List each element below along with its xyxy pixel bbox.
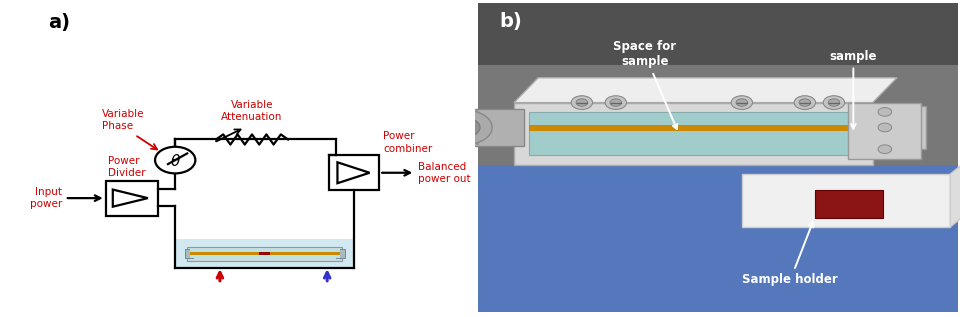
Circle shape	[794, 96, 816, 109]
Bar	[868, 106, 926, 149]
Bar	[176, 239, 354, 268]
Circle shape	[799, 99, 810, 106]
Text: Power
Divider: Power Divider	[108, 156, 146, 178]
Polygon shape	[514, 78, 897, 103]
Circle shape	[571, 96, 592, 109]
Text: Variable
Phase: Variable Phase	[103, 109, 145, 132]
Text: Sample holder: Sample holder	[742, 222, 838, 287]
Bar	[478, 3, 957, 65]
Bar	[815, 190, 882, 217]
Bar	[184, 249, 193, 258]
Bar	[476, 110, 479, 145]
Bar	[849, 103, 922, 158]
Circle shape	[439, 110, 492, 145]
Text: sample: sample	[829, 50, 877, 129]
Polygon shape	[950, 158, 960, 227]
Bar	[106, 181, 158, 216]
Bar	[514, 103, 873, 165]
Circle shape	[736, 99, 748, 106]
Text: Input
power: Input power	[30, 187, 62, 209]
Text: Balanced
power out: Balanced power out	[418, 162, 470, 184]
Bar	[529, 112, 858, 155]
Bar	[466, 109, 524, 146]
Bar	[328, 155, 379, 190]
Text: Variable
Attenuation: Variable Attenuation	[222, 100, 282, 122]
Circle shape	[732, 96, 753, 109]
Bar	[336, 249, 345, 258]
Circle shape	[610, 99, 622, 106]
Text: Power
combiner: Power combiner	[383, 131, 432, 154]
Circle shape	[828, 99, 840, 106]
Circle shape	[878, 145, 892, 153]
Bar	[465, 110, 468, 145]
Bar	[529, 125, 858, 132]
Text: b): b)	[499, 12, 522, 31]
Bar	[190, 249, 340, 258]
Circle shape	[156, 147, 196, 173]
Bar	[190, 252, 340, 255]
Bar	[461, 110, 464, 145]
Bar	[742, 174, 950, 227]
Bar	[468, 110, 471, 145]
Circle shape	[824, 96, 845, 109]
Circle shape	[451, 118, 480, 137]
Circle shape	[576, 99, 588, 106]
Text: a): a)	[48, 13, 70, 32]
Circle shape	[605, 96, 627, 109]
Bar	[259, 252, 271, 255]
Text: Space for
sample: Space for sample	[613, 41, 677, 129]
Polygon shape	[478, 3, 957, 174]
Circle shape	[878, 123, 892, 132]
Bar	[187, 247, 342, 261]
FancyBboxPatch shape	[472, 2, 960, 315]
Bar	[472, 110, 475, 145]
Text: $\theta$: $\theta$	[170, 153, 180, 169]
Polygon shape	[478, 165, 957, 312]
Circle shape	[878, 107, 892, 116]
